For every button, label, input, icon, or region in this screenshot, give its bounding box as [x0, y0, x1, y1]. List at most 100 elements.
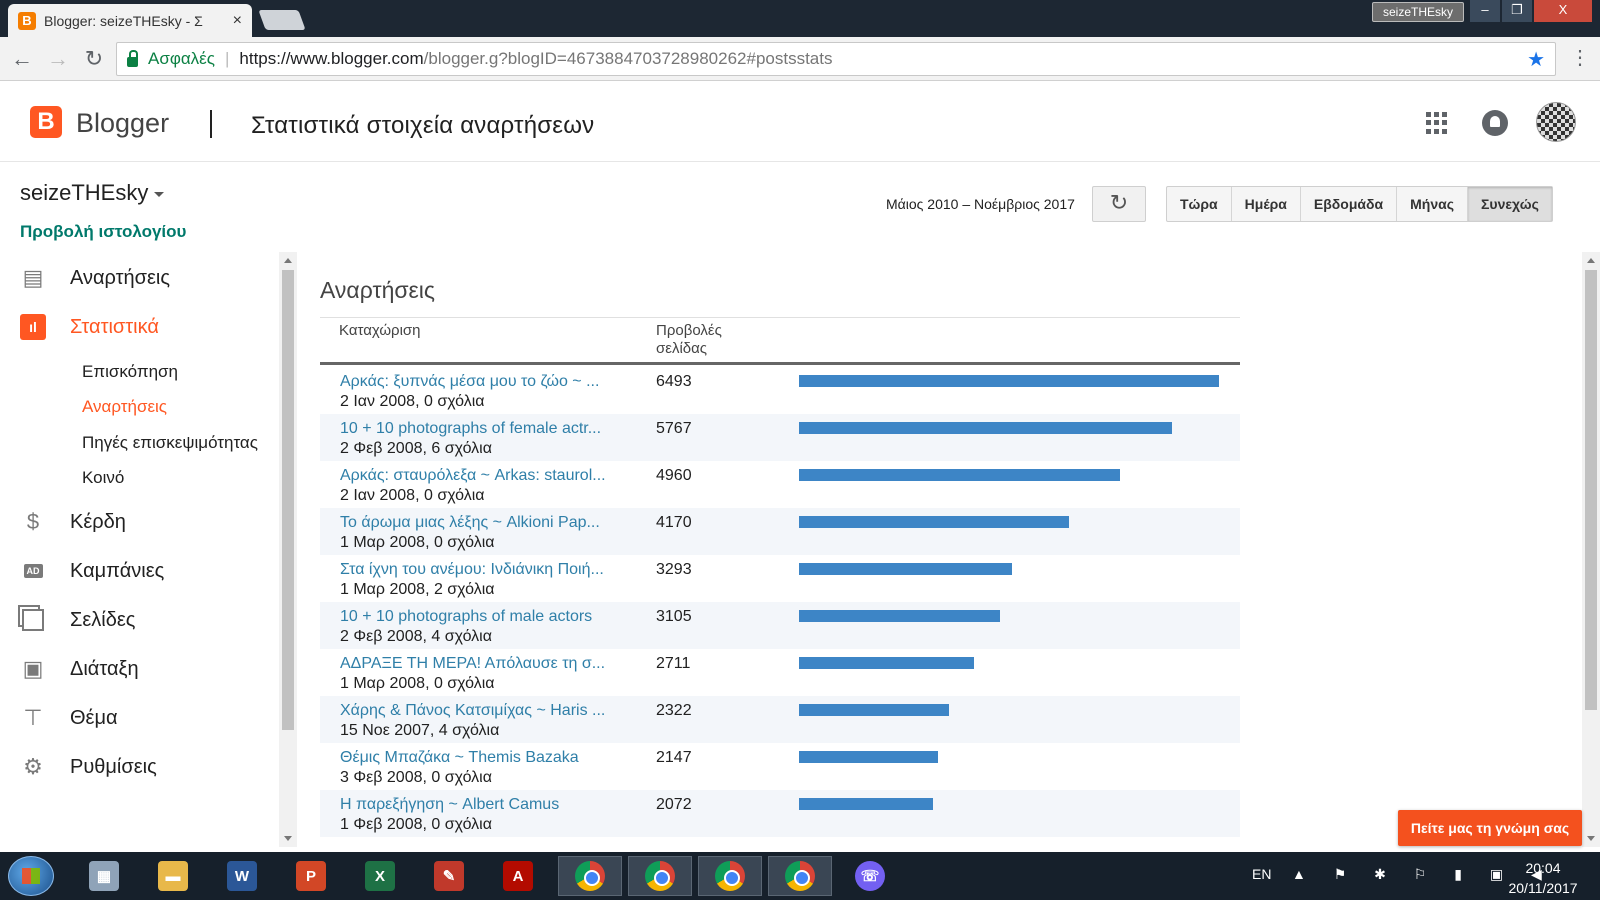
- period-alltime-button[interactable]: Συνεχώς: [1468, 187, 1552, 221]
- post-title-link[interactable]: Θέμις Μπαζάκα ~ Themis Bazaka: [340, 749, 579, 766]
- url-path: /blogger.g?blogID=4673884703728980262#po…: [423, 49, 833, 68]
- chrome-window-2-icon[interactable]: [628, 856, 692, 896]
- period-month-button[interactable]: Μήνας: [1397, 187, 1469, 221]
- input-language[interactable]: EN: [1252, 866, 1272, 882]
- calculator-icon[interactable]: ▦: [72, 856, 136, 896]
- post-meta: 2 Ιαν 2008, 0 σχόλια: [340, 393, 485, 410]
- system-tray-icons[interactable]: ▲ ⚑ ✱ ⚐ ▮ ▣ ◀: [1292, 866, 1554, 882]
- sidebar-item-label: Θέμα: [70, 706, 118, 729]
- scrollbar-thumb[interactable]: [1585, 270, 1597, 710]
- views-bar: [799, 375, 1219, 387]
- sidebar-item-earnings[interactable]: $ Κέρδη: [20, 506, 126, 538]
- sidebar-item-stats[interactable]: ıl Στατιστικά: [20, 311, 159, 343]
- post-title-link[interactable]: Χάρης & Πάνος Κατσιμίχας ~ Haris ...: [340, 702, 606, 719]
- post-title-link[interactable]: Αρκάς: σταυρόλεξα ~ Arkas: staurol...: [340, 467, 606, 484]
- post-meta: 2 Ιαν 2008, 0 σχόλια: [340, 487, 485, 504]
- browser-tab[interactable]: B Blogger: seizeTHEsky - Σ ×: [8, 4, 252, 37]
- back-arrow-icon[interactable]: ←: [11, 46, 33, 71]
- profile-chip[interactable]: seizeTHEsky: [1372, 2, 1464, 22]
- taskbar-clock[interactable]: 20:04 20/11/2017: [1498, 858, 1588, 898]
- view-blog-link[interactable]: Προβολή ιστολογίου: [20, 222, 187, 241]
- app-name[interactable]: Blogger: [76, 108, 170, 138]
- post-views: 6493: [656, 373, 692, 390]
- views-bar: [799, 610, 1000, 622]
- post-title-link[interactable]: Αρκάς: ξυπνάς μέσα μου το ζώο ~ ...: [340, 373, 600, 390]
- apps-grid-icon[interactable]: [1426, 112, 1448, 134]
- viber-icon[interactable]: ☏: [838, 856, 902, 896]
- views-bar: [799, 751, 938, 763]
- tab-close-icon[interactable]: ×: [232, 11, 242, 29]
- clock-time: 20:04: [1525, 860, 1561, 876]
- post-meta: 2 Φεβ 2008, 4 σχόλια: [340, 628, 492, 645]
- word-icon[interactable]: W: [210, 856, 274, 896]
- sidebar-item-theme[interactable]: ⊤ Θέμα: [20, 702, 118, 734]
- sidebar-subitem-audience[interactable]: Κοινό: [82, 468, 125, 487]
- post-views: 5767: [656, 420, 692, 437]
- period-week-button[interactable]: Εβδομάδα: [1301, 187, 1398, 221]
- sidebar-item-pages[interactable]: Σελίδες: [20, 604, 135, 636]
- new-tab-button[interactable]: [258, 10, 306, 30]
- ad-icon: AD: [20, 558, 46, 584]
- blog-name: seizeTHEsky: [20, 180, 149, 205]
- sidebar-scrollbar[interactable]: [279, 252, 297, 847]
- restore-button[interactable]: ❐: [1502, 0, 1532, 22]
- sidebar-item-campaigns[interactable]: AD Καμπάνιες: [20, 555, 164, 587]
- period-now-button[interactable]: Τώρα: [1167, 187, 1232, 221]
- avatar[interactable]: [1536, 102, 1576, 142]
- paint-icon[interactable]: ✎: [417, 856, 481, 896]
- feedback-button[interactable]: Πείτε μας τη γνώμη σας: [1398, 810, 1582, 846]
- page-scrollbar[interactable]: [1582, 252, 1600, 847]
- header-divider: [210, 110, 212, 138]
- excel-icon[interactable]: X: [348, 856, 412, 896]
- post-title-link[interactable]: ΑΔΡΑΞΕ ΤΗ ΜΕΡΑ! Απόλαυσε τη σ...: [340, 655, 606, 672]
- post-views: 4170: [656, 514, 692, 531]
- post-meta: 1 Μαρ 2008, 2 σχόλια: [340, 581, 495, 598]
- sidebar-subitem-traffic-sources[interactable]: Πηγές επισκεψιμότητας: [82, 433, 258, 452]
- browser-menu-icon[interactable]: ⋮: [1570, 47, 1590, 69]
- sidebar-subitem-overview[interactable]: Επισκόπηση: [82, 362, 178, 381]
- scroll-up-icon[interactable]: [1587, 258, 1595, 263]
- blogger-favicon-icon: B: [18, 11, 36, 30]
- reload-icon[interactable]: ↻: [84, 46, 104, 71]
- powerpoint-icon[interactable]: P: [279, 856, 343, 896]
- post-title-link[interactable]: 10 + 10 photographs of male actors: [340, 608, 593, 625]
- post-meta: 1 Φεβ 2008, 0 σχόλια: [340, 816, 492, 833]
- minimize-button[interactable]: ‒: [1470, 0, 1500, 22]
- bookmark-star-icon[interactable]: ★: [1527, 49, 1545, 71]
- column-header-views-line2: σελίδας: [656, 340, 708, 357]
- post-title-link[interactable]: Στα ίχνη του ανέμου: Ινδιάνικη Ποιή...: [340, 561, 604, 578]
- period-day-button[interactable]: Ημέρα: [1232, 187, 1301, 221]
- post-title-link[interactable]: Το άρωμα μιας λέξης ~ Alkioni Pap...: [340, 514, 600, 531]
- sidebar-subitem-posts[interactable]: Αναρτήσεις: [82, 397, 167, 416]
- sidebar-item-settings[interactable]: ⚙ Ρυθμίσεις: [20, 751, 157, 783]
- sidebar-item-posts[interactable]: ▤ Αναρτήσεις: [20, 262, 170, 294]
- refresh-button[interactable]: ↻: [1092, 186, 1146, 222]
- window-close-button[interactable]: X: [1534, 0, 1592, 22]
- sidebar-item-label: Στατιστικά: [70, 315, 159, 338]
- chrome-window-4-icon[interactable]: [768, 856, 832, 896]
- posts-icon: ▤: [22, 265, 44, 290]
- scroll-up-icon[interactable]: [284, 258, 292, 263]
- blogger-logo-icon[interactable]: B: [30, 106, 62, 138]
- chrome-window-1-icon[interactable]: [558, 856, 622, 896]
- stats-icon: ıl: [20, 314, 46, 340]
- post-views: 3293: [656, 561, 692, 578]
- column-header-entry: Καταχώριση: [339, 322, 421, 339]
- post-title-link[interactable]: 10 + 10 photographs of female actr...: [340, 420, 602, 437]
- file-explorer-icon[interactable]: ▬: [141, 856, 205, 896]
- start-button[interactable]: [8, 856, 54, 896]
- notifications-bell-icon[interactable]: [1482, 110, 1508, 136]
- scroll-down-icon[interactable]: [1587, 836, 1595, 841]
- dollar-icon: $: [26, 509, 40, 534]
- scrollbar-thumb[interactable]: [282, 270, 294, 730]
- scroll-down-icon[interactable]: [284, 836, 292, 841]
- forward-arrow-icon[interactable]: →: [47, 46, 69, 71]
- chrome-window-3-icon[interactable]: [698, 856, 762, 896]
- sidebar-item-layout[interactable]: ▣ Διάταξη: [20, 653, 139, 685]
- post-title-link[interactable]: Η παρεξήγηση ~ Albert Camus: [340, 796, 560, 813]
- acrobat-icon[interactable]: A: [486, 856, 550, 896]
- blog-selector[interactable]: seizeTHEsky: [20, 180, 165, 206]
- tab-title: Blogger: seizeTHEsky - Σ: [44, 12, 203, 29]
- views-bar: [799, 516, 1069, 528]
- address-bar[interactable]: Ασφαλές | https://www.blogger.com/blogge…: [116, 42, 1556, 76]
